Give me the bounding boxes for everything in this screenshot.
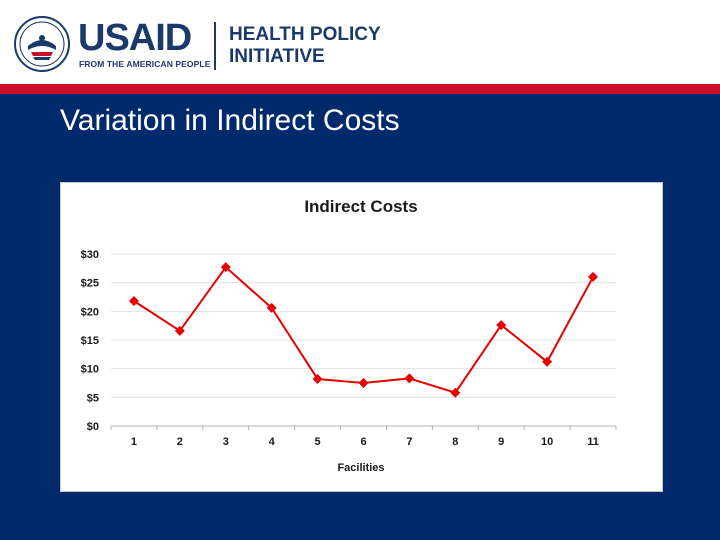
data-point-marker	[358, 378, 369, 388]
usaid-tagline: FROM THE AMERICAN PEOPLE	[79, 59, 211, 69]
x-tick-label: 2	[177, 436, 183, 448]
x-axis-label: Facilities	[337, 462, 384, 474]
x-tick-label: 7	[406, 436, 412, 448]
data-point-marker	[220, 262, 231, 273]
y-tick-label: $20	[81, 306, 99, 318]
x-tick-label: 9	[498, 436, 504, 448]
x-tick-label: 1	[131, 436, 137, 448]
data-point-marker	[588, 271, 599, 282]
x-tick-label: 6	[360, 436, 366, 448]
y-tick-label: $25	[81, 278, 99, 290]
data-point-marker	[542, 356, 553, 367]
data-point-marker	[404, 373, 415, 384]
y-tick-label: $15	[81, 335, 99, 347]
slide-title: Variation in Indirect Costs	[60, 104, 400, 137]
usaid-logo-word: USAID	[78, 17, 192, 59]
header-bar: USAID FROM THE AMERICAN PEOPLE HEALTH PO…	[0, 0, 720, 84]
data-point-marker	[450, 387, 461, 398]
data-point-marker	[496, 320, 507, 331]
x-tick-label: 11	[587, 436, 599, 448]
logo-divider	[214, 22, 216, 70]
data-point-marker	[128, 296, 139, 307]
data-point-marker	[312, 373, 323, 384]
chart-panel: Indirect Costs Facilities $0 $5 $10 $15 $20 $…	[60, 182, 663, 492]
y-tick-label: $0	[87, 421, 99, 433]
x-tick-label: 3	[223, 436, 229, 448]
x-axis-ticks: 1 2 3 4 5 6 7 8 9 10 11	[110, 426, 617, 448]
series-indirect-costs	[128, 262, 599, 398]
y-tick-label: $10	[81, 364, 99, 376]
program-name-line1: HEALTH POLICY	[229, 24, 381, 45]
y-tick-label: $5	[87, 392, 99, 404]
usaid-seal-icon	[14, 16, 70, 72]
x-tick-label: 4	[269, 436, 276, 448]
program-name-line2: INITIATIVE	[229, 46, 325, 67]
x-tick-label: 8	[452, 436, 458, 448]
data-point-marker	[266, 302, 277, 313]
y-tick-label: $30	[81, 249, 99, 261]
program-name: HEALTH POLICY INITIATIVE	[229, 24, 381, 68]
header-accent-bar	[0, 84, 720, 94]
x-tick-label: 5	[315, 436, 321, 448]
series-line	[133, 265, 594, 394]
x-tick-label: 10	[541, 436, 553, 448]
chart-title: Indirect Costs	[304, 197, 417, 216]
y-axis-ticks: $0 $5 $10 $15 $20 $25 $30	[81, 249, 99, 433]
line-chart: Indirect Costs Facilities $0$5$10$15$20$…	[81, 197, 617, 474]
data-point-marker	[174, 325, 185, 336]
gridlines	[111, 253, 616, 427]
